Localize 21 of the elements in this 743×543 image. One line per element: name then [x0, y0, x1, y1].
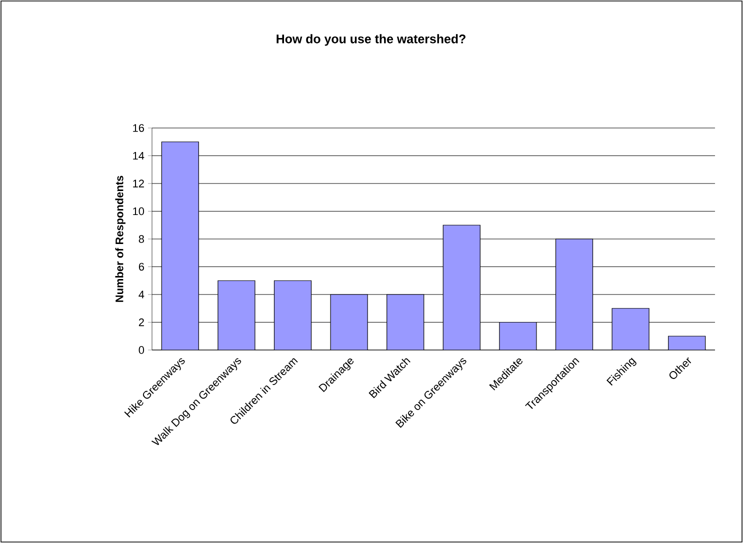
bar [386, 294, 424, 350]
bar [555, 238, 594, 350]
y-tick-label: 4 [138, 290, 144, 298]
bar [274, 280, 312, 350]
y-tick-label: 6 [138, 262, 144, 271]
y-tick-label: 8 [138, 235, 144, 243]
y-tick-label: 10 [133, 207, 144, 216]
bar [668, 336, 706, 350]
y-tick-label: 2 [138, 318, 144, 326]
y-tick-label: 14 [133, 152, 144, 160]
y-tick-label: 12 [133, 180, 144, 188]
y-axis-title: Number of Respondents [115, 176, 126, 302]
bar [442, 224, 480, 350]
y-tick-label: 16 [133, 124, 144, 132]
chart-title: How do you use the watershed? [276, 34, 466, 46]
bar [330, 294, 368, 350]
y-tick-label: 0 [138, 346, 144, 354]
bar [218, 280, 256, 350]
bar [612, 308, 650, 350]
bar [161, 142, 199, 350]
bar [499, 322, 537, 350]
